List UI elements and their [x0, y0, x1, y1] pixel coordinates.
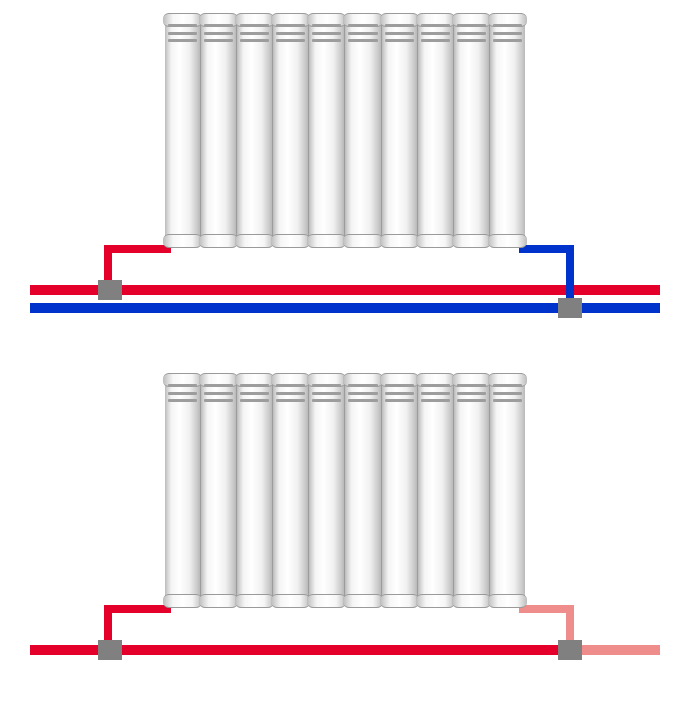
- radiator-bottom: [165, 378, 525, 603]
- onepipe-main-before: [30, 645, 108, 655]
- radiator-top: [165, 18, 525, 243]
- piping-diagram: [0, 0, 690, 707]
- tee-fitting-bottom-0: [98, 640, 122, 660]
- tee-fitting-top-0: [98, 280, 122, 300]
- onepipe-main-bypass: [108, 645, 570, 655]
- onepipe-inlet-branch: [104, 605, 171, 613]
- tee-fitting-top-1: [558, 298, 582, 318]
- tee-fitting-bottom-1: [558, 640, 582, 660]
- supply-branch: [104, 245, 171, 253]
- onepipe-main-after: [570, 645, 660, 655]
